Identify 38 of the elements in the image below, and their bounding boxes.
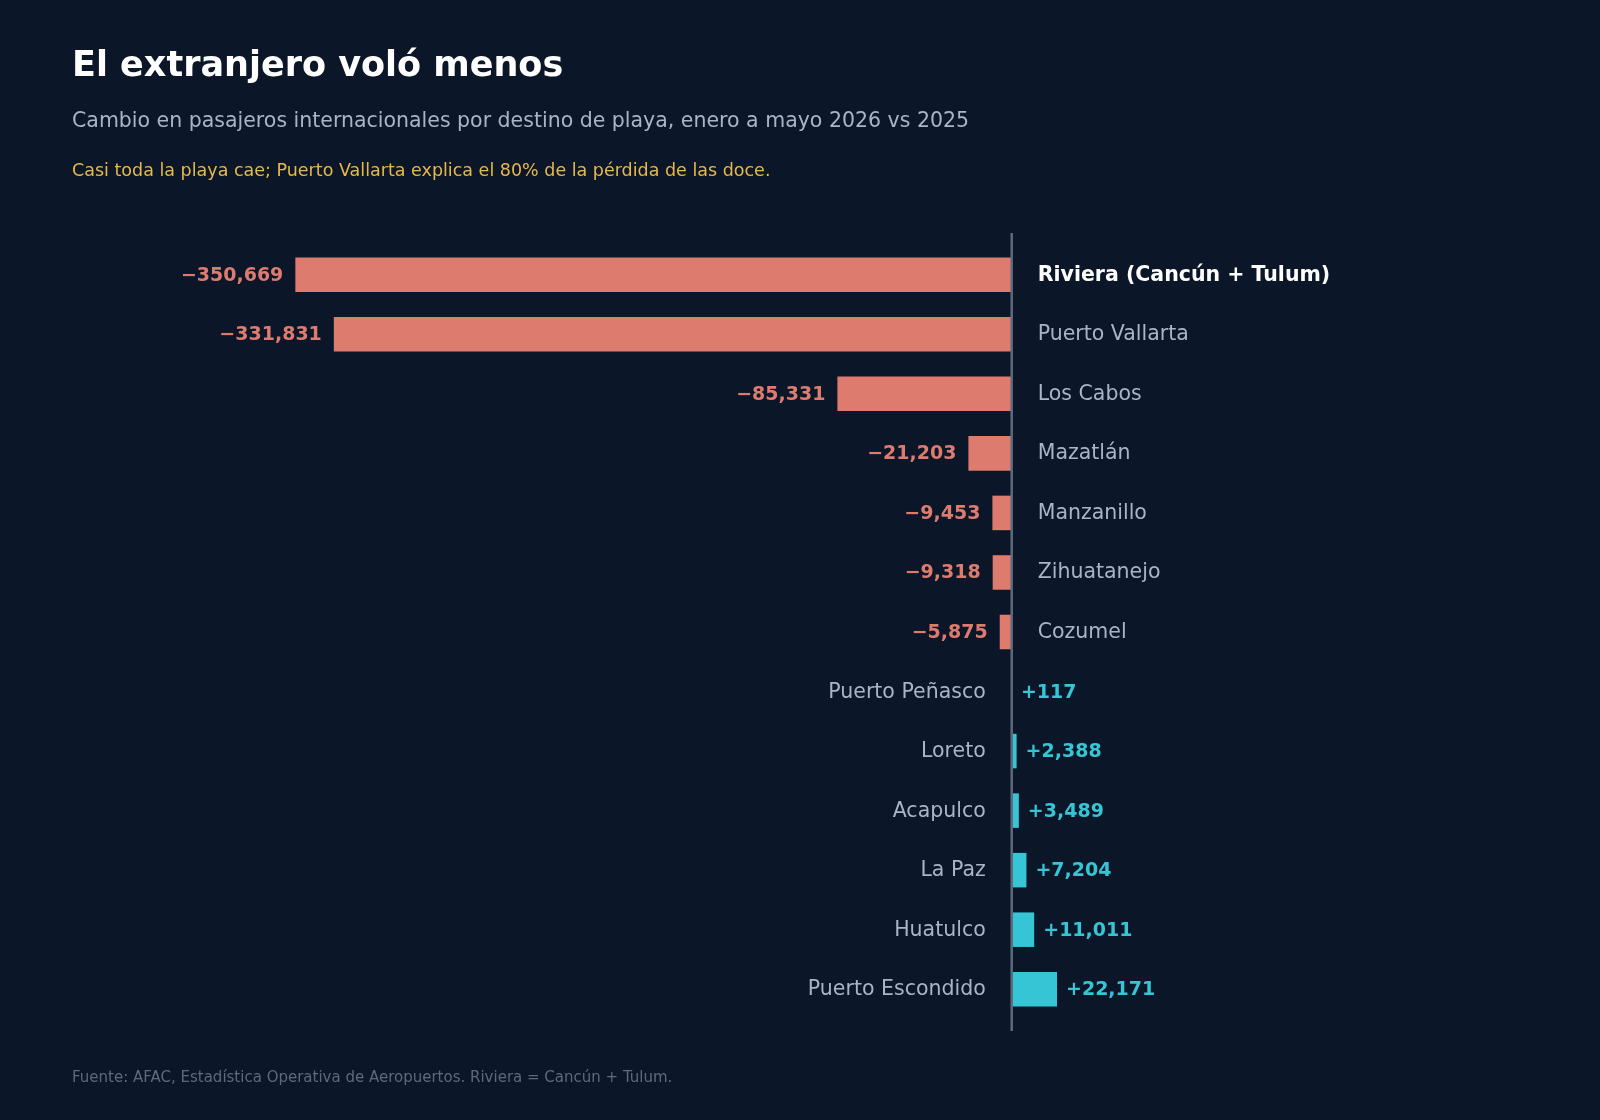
data-label: −9,318 (904, 560, 981, 583)
y-tick-label: Puerto Peñasco (828, 678, 986, 703)
data-label: −21,203 (867, 441, 957, 464)
y-tick-label: Riviera (Cancún + Tulum) (1037, 261, 1331, 286)
y-tick-label: Mazatlán (1037, 440, 1131, 465)
source-note: Fuente: AFAC, Estadística Operativa de Aeropuertos. Riviera = Cancún + Tulum. (72, 1068, 673, 1086)
data-label: +7,204 (1035, 858, 1112, 881)
bar (837, 376, 1012, 412)
data-label: +11,011 (1043, 917, 1133, 940)
data-label: +22,171 (1066, 977, 1156, 1000)
bar (992, 495, 1012, 531)
y-tick-label: Acapulco (892, 797, 986, 822)
y-tick-label: Huatulco (894, 916, 986, 941)
data-label: −5,875 (911, 620, 988, 642)
bar (333, 317, 1012, 352)
bar (992, 555, 1012, 590)
y-tick-label: Puerto Escondido (807, 976, 986, 1001)
data-label: +117 (1020, 679, 1077, 702)
data-label: −85,331 (736, 381, 826, 404)
y-tick-label: Loreto (920, 738, 986, 763)
y-tick-label: Puerto Vallarta (1037, 321, 1189, 346)
data-label: −350,669 (180, 262, 284, 285)
bar (968, 436, 1012, 471)
bar (295, 257, 1012, 293)
text: Casi toda la playa cae; Puerto Vallarta explica el 80% de la pérdida de las doce. (72, 160, 771, 180)
y-tick-label: La Paz (920, 857, 986, 882)
bar (1011, 971, 1058, 1007)
y-tick-label: Cozumel (1037, 619, 1127, 643)
y-tick-label: Manzanillo (1037, 499, 1147, 524)
data-label: +3,489 (1027, 798, 1104, 821)
data-label: −9,453 (904, 500, 981, 523)
y-tick-label: Los Cabos (1037, 380, 1142, 405)
y-tick-label: Zihuatanejo (1037, 559, 1161, 584)
chart-title: El extranjero voló menos (72, 44, 564, 84)
bar (1011, 912, 1035, 947)
chart-subtitle: Cambio en pasajeros internacionales por destino de playa, enero a mayo 2026 vs 2025 (72, 108, 970, 132)
data-label: −331,831 (219, 322, 322, 345)
data-label: +2,388 (1025, 739, 1102, 762)
